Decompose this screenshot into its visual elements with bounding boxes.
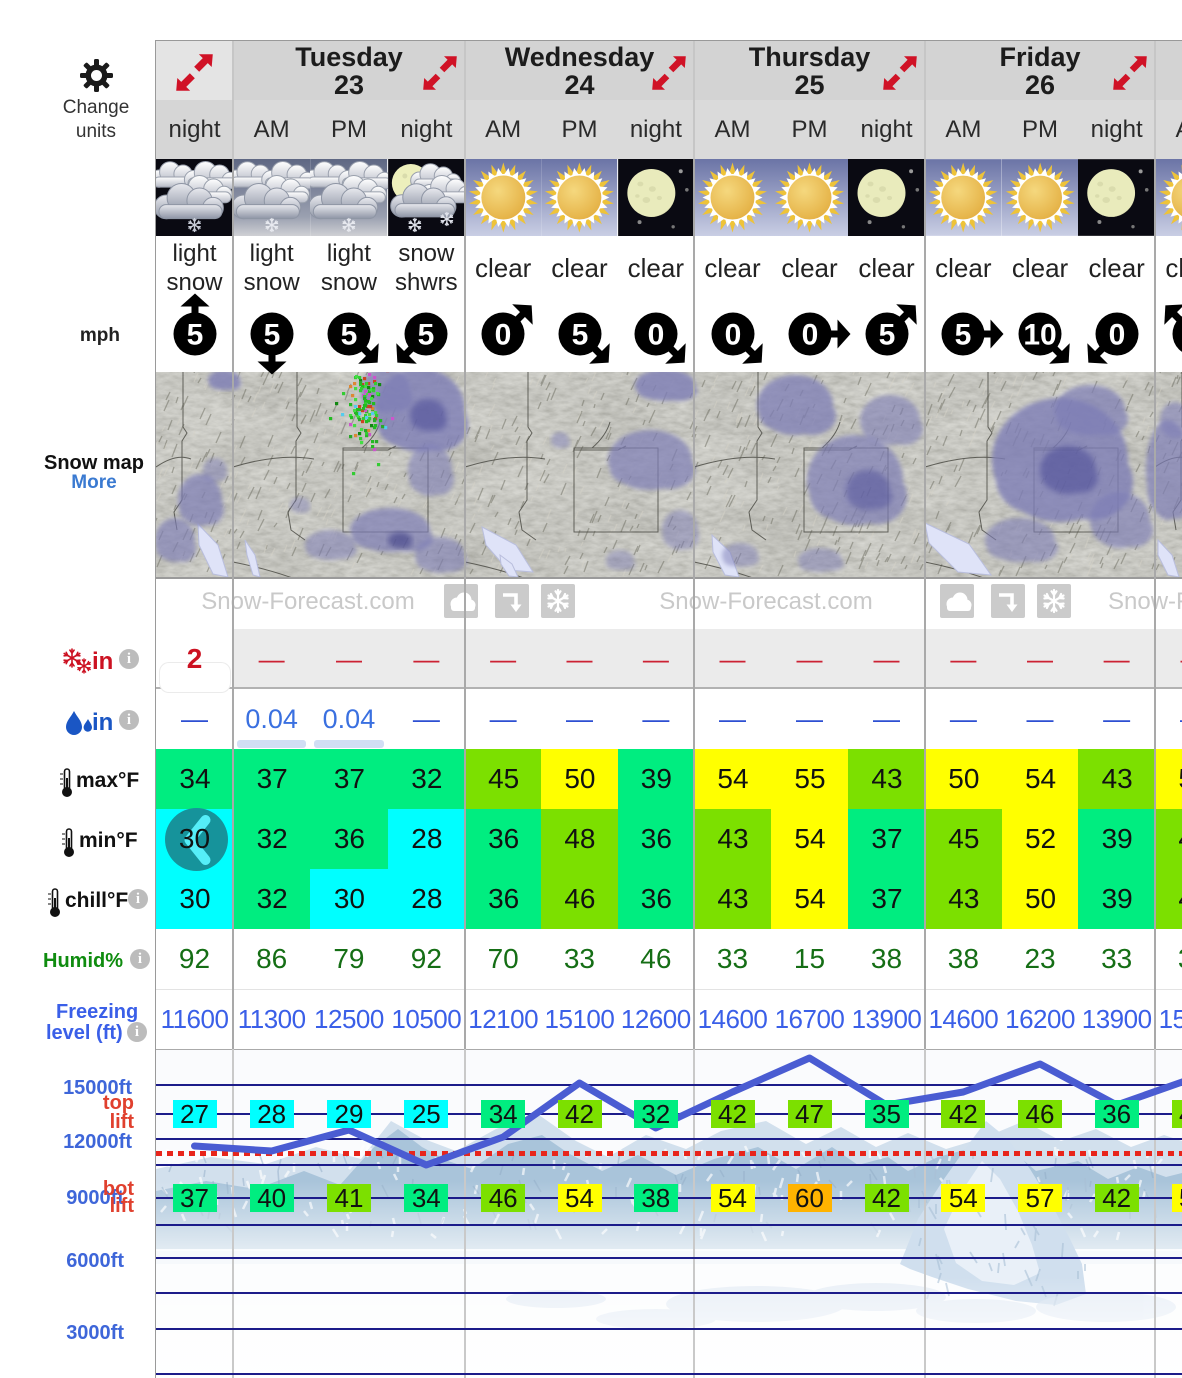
svg-text:5: 5 (955, 319, 972, 352)
svg-text:0: 0 (1108, 319, 1125, 352)
svg-text:5: 5 (186, 319, 203, 352)
svg-text:0: 0 (724, 319, 741, 352)
svg-text:0: 0 (647, 319, 664, 352)
svg-text:5: 5 (263, 319, 280, 352)
svg-text:5: 5 (571, 319, 588, 352)
svg-text:0: 0 (495, 319, 512, 352)
svg-text:5: 5 (878, 319, 895, 352)
svg-text:0: 0 (801, 319, 818, 352)
svg-text:5: 5 (418, 319, 435, 352)
svg-text:10: 10 (1023, 319, 1056, 352)
svg-text:5: 5 (341, 319, 358, 352)
